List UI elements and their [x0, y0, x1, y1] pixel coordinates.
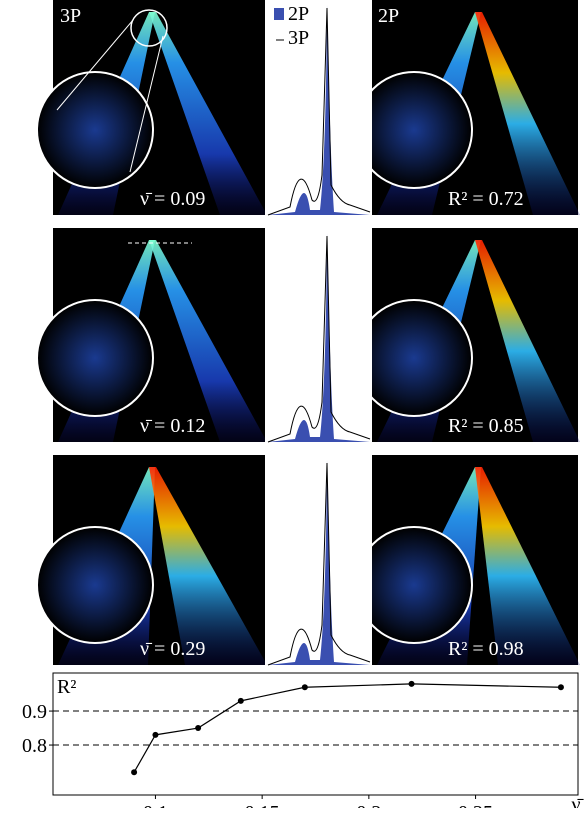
profile-panel — [265, 455, 372, 665]
point — [237, 697, 244, 704]
inset — [355, 526, 473, 644]
point — [152, 731, 159, 738]
profile-panel — [265, 0, 372, 215]
nu-label: ν̄ = 0.29 — [140, 638, 205, 660]
plot-frame — [52, 672, 579, 796]
profile-3p — [267, 7, 371, 216]
inset — [36, 71, 154, 189]
beam — [475, 240, 580, 442]
r2-label: R² = 0.98 — [448, 638, 524, 660]
beam — [149, 240, 267, 442]
zoom-circle — [130, 9, 168, 47]
line-chart: 0.8 0.9 0.1 0.15 0.2 0.25 R² ν̄ — [22, 672, 585, 813]
profile-3p — [267, 235, 371, 443]
point — [301, 684, 308, 691]
point — [408, 680, 415, 687]
y-axis-label: R² — [57, 676, 76, 698]
beam — [475, 12, 580, 215]
nu-label: ν̄ = 0.12 — [140, 415, 205, 437]
zoom-line — [129, 35, 164, 173]
legend-swatch — [274, 8, 284, 20]
y-tick-label: 0.8 — [22, 735, 47, 757]
x-axis-label: ν̄ — [571, 794, 584, 808]
profile-panel — [265, 228, 372, 442]
r2-label: R² = 0.85 — [448, 415, 524, 437]
x-tick-label: 0.15 — [245, 802, 280, 808]
beam — [149, 467, 267, 665]
legend-label: 2P — [288, 3, 309, 25]
beam — [149, 12, 267, 215]
r2-label: R² = 0.72 — [448, 188, 524, 210]
y-tick-label: 0.9 — [22, 701, 47, 723]
inset — [36, 299, 154, 417]
nu-label: ν̄ = 0.09 — [140, 188, 205, 210]
inset — [355, 71, 473, 189]
zoom-line — [56, 19, 134, 111]
legend-label: 3P — [288, 27, 309, 49]
point — [131, 769, 138, 776]
inset — [355, 299, 473, 417]
x-tick-label: 0.2 — [356, 802, 381, 808]
inset — [36, 526, 154, 644]
profile-3p — [267, 462, 371, 666]
x-tick-label: 0.25 — [458, 802, 493, 808]
point — [557, 684, 564, 691]
panel-label: 3P — [60, 5, 81, 27]
x-tick-label: 0.1 — [143, 802, 168, 808]
panel-label: 2P — [378, 5, 399, 27]
point — [195, 725, 202, 732]
beam — [475, 467, 580, 665]
